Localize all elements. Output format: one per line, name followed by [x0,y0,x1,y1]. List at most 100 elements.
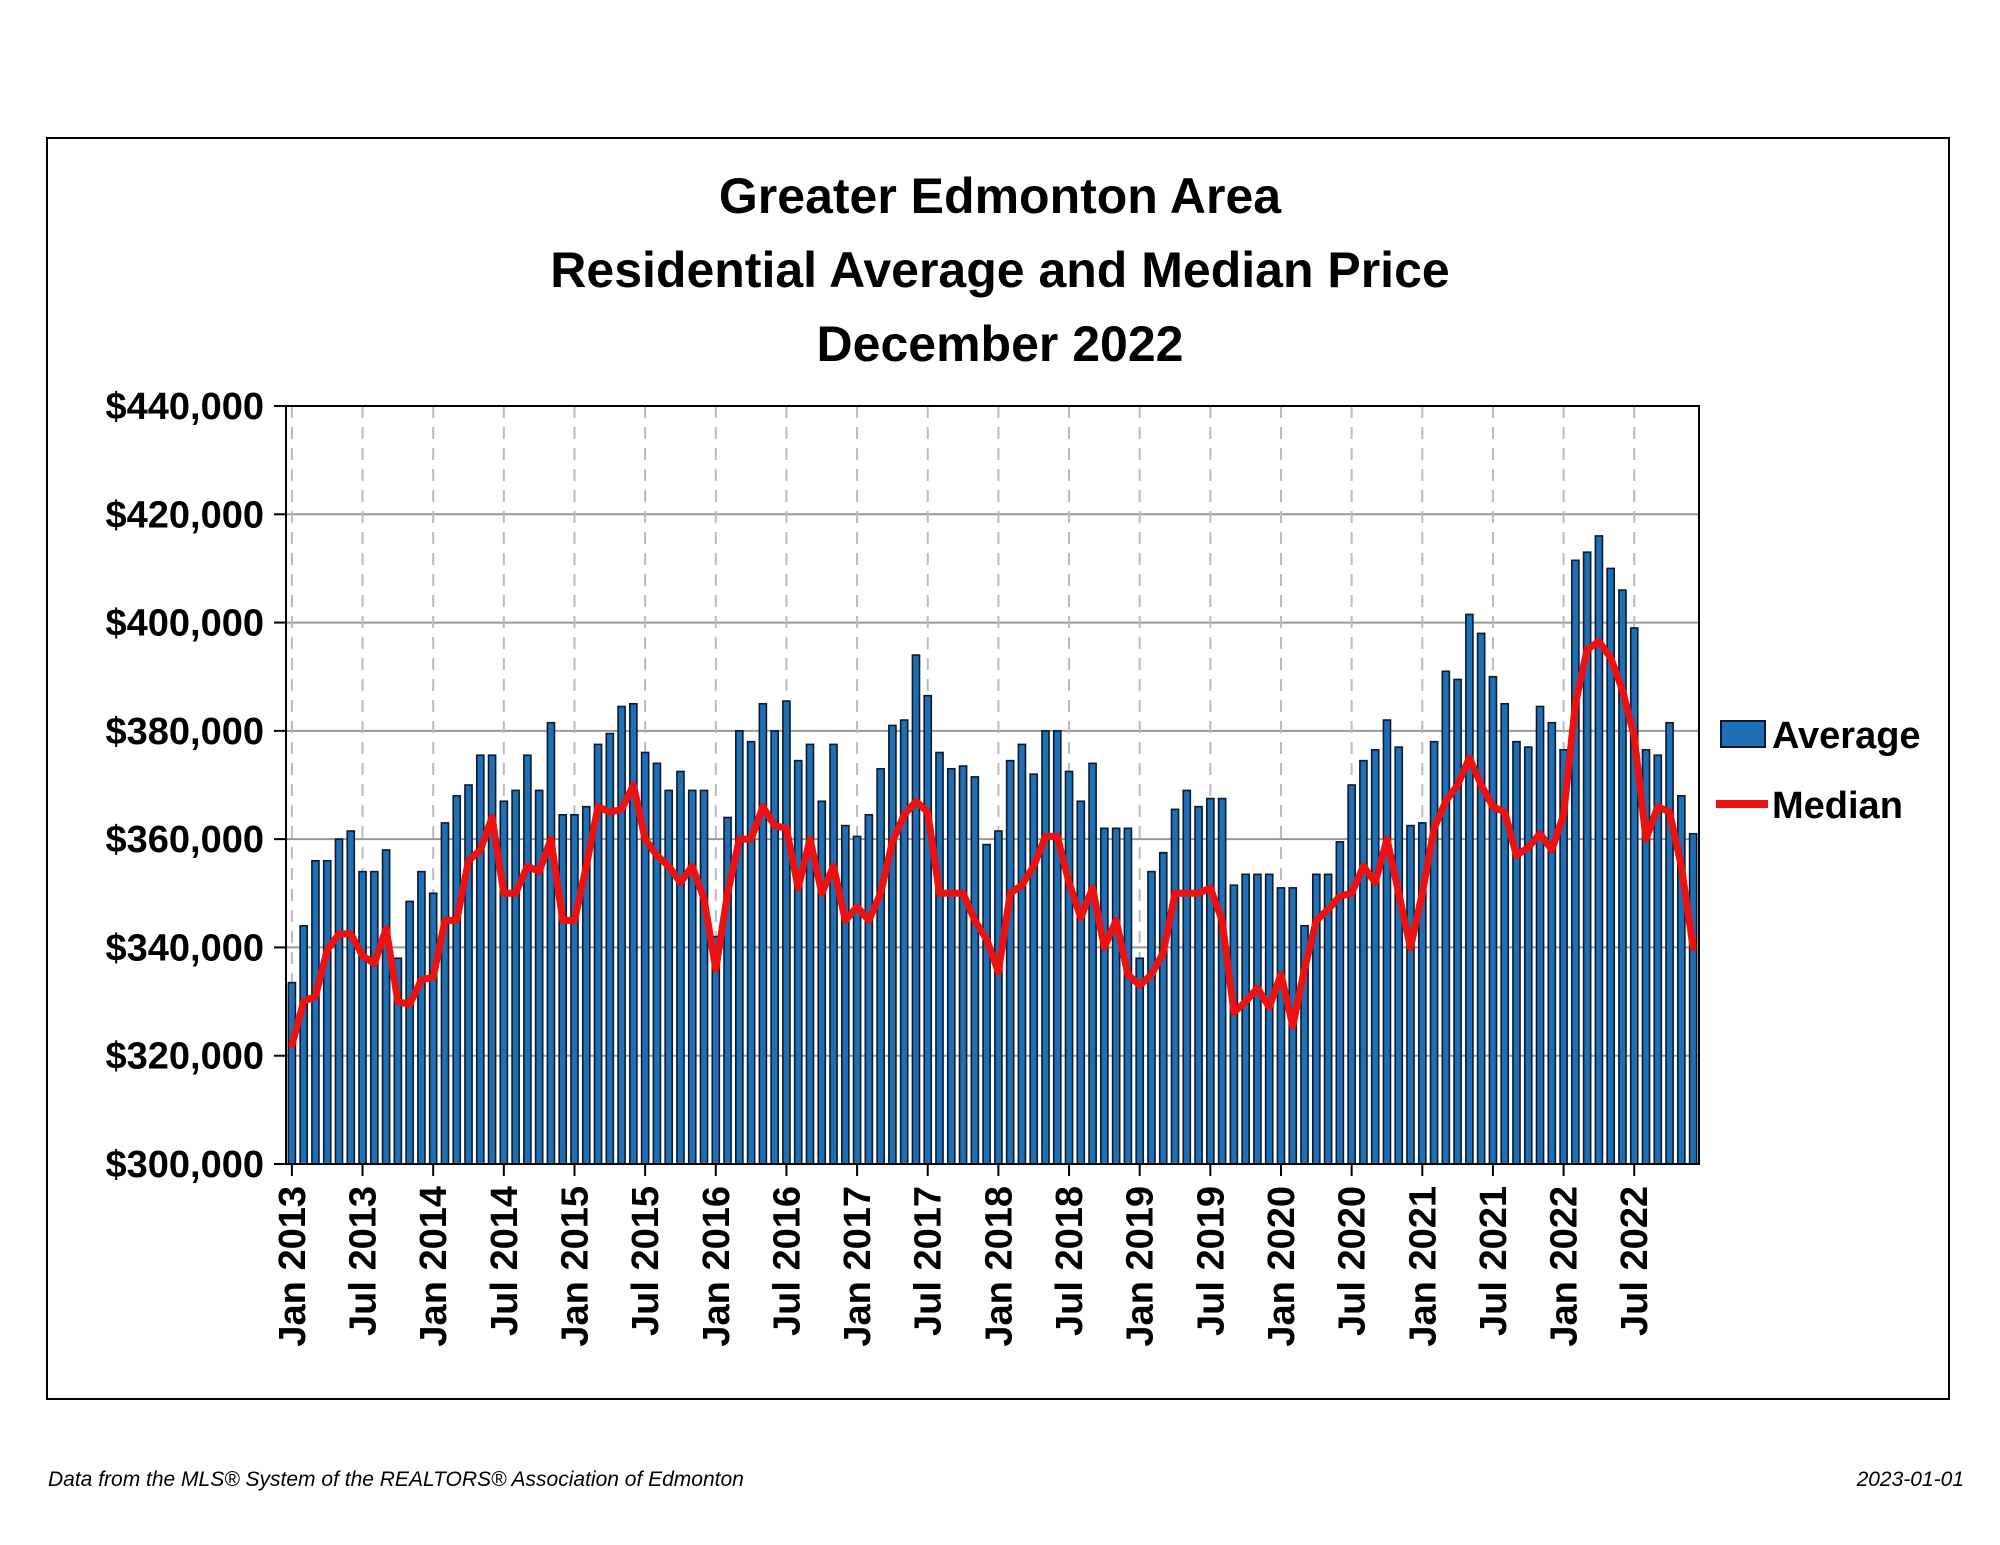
average-bar [1029,773,1039,1165]
chart-title-line-2: Residential Average and Median Price [550,242,1449,298]
average-bar [852,835,862,1165]
x-tick-label: Jan 2018 [978,1186,1020,1347]
average-bar [817,800,827,1165]
average-bar [1229,884,1239,1165]
average-bar [911,654,921,1165]
average-bar [1523,746,1533,1165]
chart-title-line-1: Greater Edmonton Area [719,168,1282,224]
chart-title: Greater Edmonton Area Residential Averag… [550,168,1449,372]
average-bar [876,767,885,1165]
average-bar [358,870,367,1165]
legend: Average Median [1716,715,1921,827]
y-tick-label: $380,000 [106,711,265,753]
y-tick-label: $320,000 [106,1036,265,1078]
average-bar [1064,770,1074,1165]
average-bar [1076,800,1086,1165]
average-bar [440,822,450,1165]
legend-median-label: Median [1772,785,1903,827]
average-bar [946,767,956,1165]
average-bar [1206,797,1215,1165]
average-bar [746,740,756,1165]
average-bar [311,859,320,1165]
grid-layer [286,405,1699,1165]
average-bar [1347,784,1356,1165]
average-bar [1512,740,1521,1165]
average-bar [699,789,709,1165]
x-tick-label: Jan 2014 [413,1186,455,1347]
average-bar [299,924,308,1165]
average-bar [570,813,579,1165]
average-bar [935,751,944,1165]
chart-frame [46,137,1950,1400]
average-bar [1123,827,1133,1165]
x-tick-label: Jan 2016 [696,1186,738,1347]
x-tick-label: Jul 2019 [1190,1186,1232,1336]
average-bar [664,789,674,1165]
average-bar [1629,627,1639,1165]
x-tick-label: Jul 2014 [484,1186,526,1336]
average-bar [1135,957,1145,1165]
average-bar [1394,746,1404,1165]
y-tick-label: $300,000 [106,1144,265,1186]
average-bar [629,702,638,1165]
y-tick-label: $340,000 [106,927,265,969]
average-bar [1264,873,1274,1165]
average-bar [923,694,933,1165]
x-tick-label: Jan 2021 [1402,1186,1444,1347]
average-bar [1241,873,1250,1165]
median-line-layer [288,638,1697,1049]
chart-title-line-3: December 2022 [817,316,1184,372]
average-bar [676,770,685,1165]
average-bar [322,859,332,1165]
x-tick-label: Jan 2013 [272,1186,314,1347]
average-bar [1571,559,1580,1165]
x-tick-label: Jan 2019 [1120,1186,1162,1347]
legend-average-swatch [1720,720,1766,748]
average-bar [452,795,462,1165]
average-bar [1594,535,1604,1165]
average-bar [1100,827,1109,1165]
x-tick-label: Jul 2016 [766,1186,808,1336]
average-bar [840,824,850,1165]
axes-layer: $300,000 $320,000 $340,000 $360,000 $380,000… [106,386,1700,1347]
footer-source-note: Data from the MLS® System of the REALTOR… [48,1468,744,1491]
x-tick-label: Jan 2020 [1261,1186,1303,1347]
x-tick-label: Jul 2018 [1049,1186,1091,1336]
average-bar [1276,887,1286,1165]
average-bar [1335,841,1345,1165]
average-bar [758,702,768,1165]
average-bar [417,870,426,1165]
average-bar [982,843,991,1165]
average-bar [1088,762,1097,1165]
average-bar [652,762,662,1165]
average-bar [1406,824,1415,1165]
average-bar [534,789,544,1165]
average-bar [1182,789,1192,1165]
average-bar [1547,721,1557,1165]
average-bar [958,765,968,1165]
average-bar [735,730,744,1165]
x-tick-label: Jul 2021 [1473,1186,1515,1336]
plot-area-border [285,405,1700,1165]
average-bar [888,724,897,1165]
x-tick-label: Jul 2020 [1332,1186,1374,1336]
average-bar [1005,759,1015,1165]
average-bar [805,743,815,1165]
average-bar [475,754,485,1165]
average-bar [511,789,520,1165]
average-bar [899,719,909,1165]
average-bar [1488,675,1498,1165]
average-bar [970,776,980,1165]
median-line [288,638,1697,1049]
average-bar [1382,719,1392,1165]
average-bar [1158,851,1168,1165]
average-bar [1476,632,1486,1165]
average-bar [1217,797,1227,1165]
average-bar [1323,873,1333,1165]
average-bar [1441,670,1451,1165]
average-bar [605,732,615,1165]
x-tick-label: Jan 2022 [1544,1186,1586,1347]
x-tick-label: Jul 2022 [1614,1186,1656,1336]
average-bar [334,838,344,1165]
average-bar [1688,832,1698,1165]
